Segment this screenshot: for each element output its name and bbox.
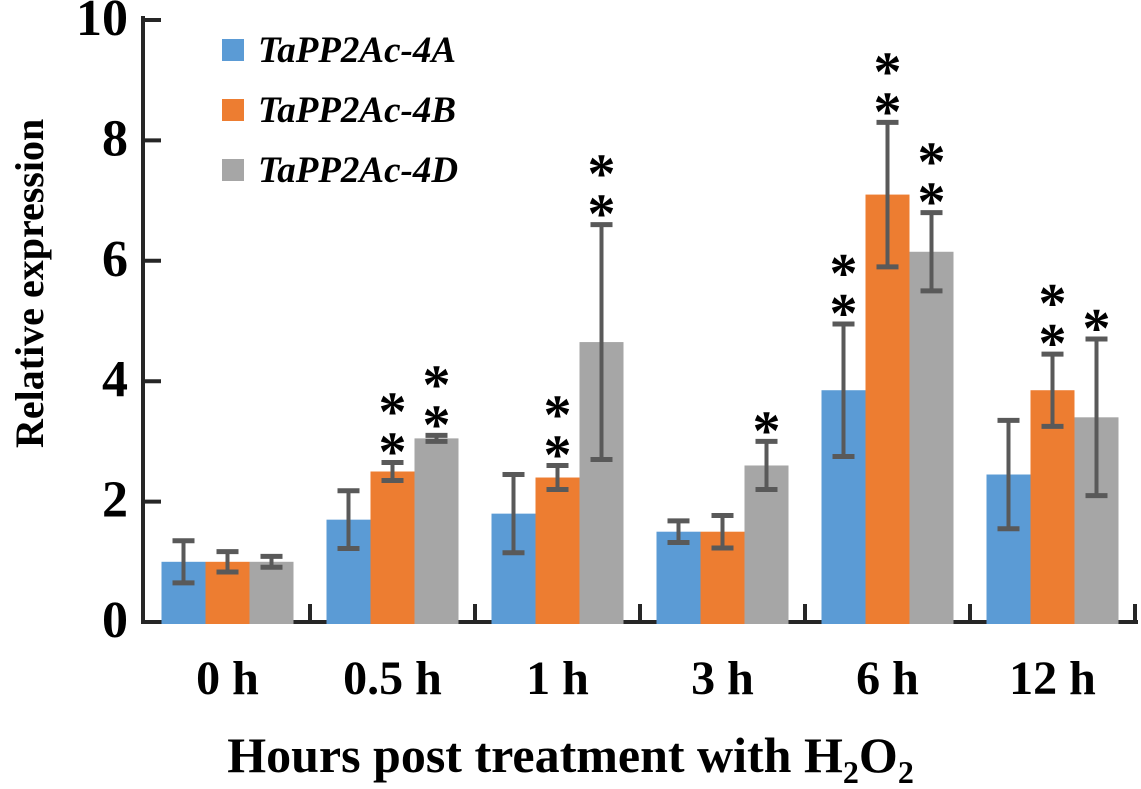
significance-asterisk: *	[379, 381, 407, 443]
significance-asterisk: *	[423, 394, 451, 456]
significance-asterisk: *	[423, 354, 451, 416]
y-tick-label: 4	[102, 351, 128, 408]
significance-asterisk: *	[544, 424, 572, 486]
x-category-label: 12 h	[1009, 652, 1096, 705]
significance-asterisk: *	[544, 384, 572, 446]
significance-asterisk: *	[874, 41, 902, 103]
legend-swatch-gray	[222, 159, 244, 181]
bar-TaPP2Ac-4A-3 h	[656, 531, 701, 624]
significance-asterisk: *	[379, 421, 407, 483]
y-axis-title: Relative expression	[7, 118, 52, 448]
bar-TaPP2Ac-4D-0 h	[249, 561, 294, 624]
legend-label: TaPP2Ac-4A	[258, 29, 457, 71]
legend-item-tapp2ac-4a: TaPP2Ac-4A	[222, 20, 458, 80]
y-tick-label: 10	[76, 0, 128, 47]
legend-swatch-orange	[222, 99, 244, 121]
significance-asterisk: *	[830, 243, 858, 305]
significance-asterisk: *	[918, 132, 946, 194]
significance-asterisk: *	[918, 172, 946, 234]
formula-o: O	[858, 727, 898, 783]
significance-asterisk: *	[1083, 298, 1111, 360]
bar-TaPP2Ac-4B-0.5 h	[370, 471, 415, 624]
formula-h: H	[804, 727, 843, 783]
significance-asterisk: *	[1039, 313, 1067, 375]
y-tick-label: 8	[102, 110, 128, 167]
formula-sub-2a: 2	[842, 754, 859, 789]
y-tick-label: 6	[102, 231, 128, 288]
bar-TaPP2Ac-4D-6 h	[909, 251, 954, 624]
x-category-label: 0 h	[196, 652, 259, 705]
y-tick-label: 2	[102, 472, 128, 529]
bar-TaPP2Ac-4B-12 h	[1030, 390, 1075, 624]
formula-sub-2b: 2	[897, 754, 914, 789]
legend-label: TaPP2Ac-4B	[258, 89, 457, 131]
y-tick-label: 0	[102, 592, 128, 649]
legend-label: TaPP2Ac-4D	[258, 149, 459, 191]
x-category-label: 1 h	[526, 652, 589, 705]
legend: TaPP2Ac-4A TaPP2Ac-4B TaPP2Ac-4D	[222, 20, 458, 200]
bar-TaPP2Ac-4D-0.5 h	[414, 438, 459, 624]
legend-swatch-blue	[222, 39, 244, 61]
significance-asterisk: *	[830, 283, 858, 345]
x-category-label: 0.5 h	[343, 652, 442, 705]
significance-asterisk: *	[753, 400, 781, 462]
significance-asterisk: *	[588, 184, 616, 246]
significance-asterisk: *	[874, 81, 902, 143]
x-category-label: 6 h	[856, 652, 919, 705]
x-axis-title: Hours post treatment with H2O2	[0, 726, 1141, 789]
significance-asterisk: *	[1039, 273, 1067, 335]
significance-asterisk: *	[588, 144, 616, 206]
legend-item-tapp2ac-4d: TaPP2Ac-4D	[222, 140, 458, 200]
legend-item-tapp2ac-4b: TaPP2Ac-4B	[222, 80, 458, 140]
x-category-label: 3 h	[691, 652, 754, 705]
x-axis-title-text: Hours post treatment with	[227, 727, 804, 783]
bar-TaPP2Ac-4B-1 h	[535, 477, 580, 624]
